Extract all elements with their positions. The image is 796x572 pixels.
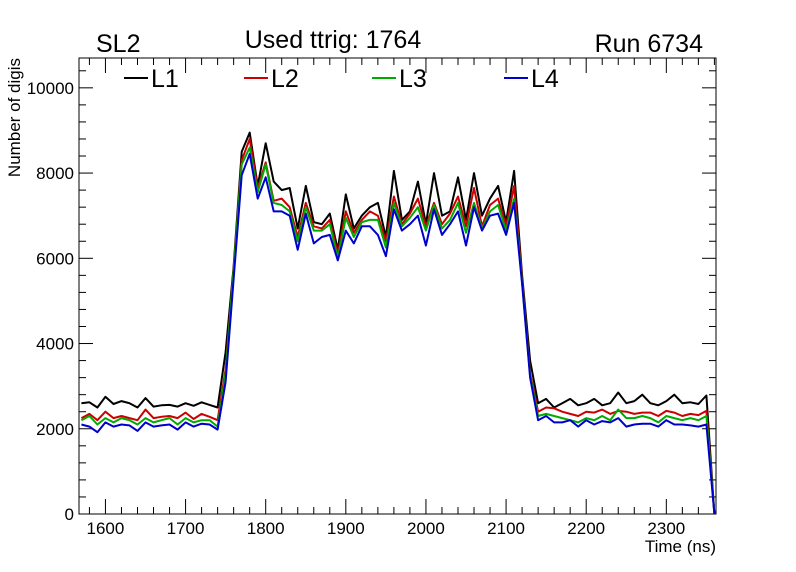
legend-label-l2: L2 <box>271 65 299 93</box>
y-tick-label: 8000 <box>36 164 74 183</box>
y-tick-label: 2000 <box>36 420 74 439</box>
y-tick-label: 4000 <box>36 335 74 354</box>
y-tick-label: 6000 <box>36 249 74 268</box>
y-tick-label: 10000 <box>27 79 74 98</box>
series-layer <box>80 131 716 515</box>
x-tick-label: 1800 <box>247 519 285 538</box>
y-tick-label: 0 <box>65 505 74 524</box>
x-tick-label: 2200 <box>567 519 605 538</box>
y-axis-label: Number of digis <box>5 58 24 177</box>
legend-label-l1: L1 <box>151 65 179 93</box>
legend: L1 L2 L3 L4 <box>124 65 559 93</box>
series-line-l3 <box>80 146 716 515</box>
axes: 1600 1700 1800 1900 2000 2100 2200 2300 0 2000 400… <box>27 57 717 538</box>
x-tick-label: 1900 <box>327 519 365 538</box>
series-line-l1 <box>81 131 716 515</box>
chart-title: Used ttrig: 1764 <box>245 26 422 54</box>
legend-label-l4: L4 <box>531 65 559 93</box>
x-axis-label: Time (ns) <box>645 537 716 556</box>
legend-label-l3: L3 <box>399 65 427 93</box>
x-tick-label: 1600 <box>87 519 125 538</box>
x-tick-label: 2300 <box>647 519 685 538</box>
series-line-l4 <box>81 152 716 515</box>
plot-frame <box>78 57 717 515</box>
x-tick-label: 1700 <box>167 519 205 538</box>
chart-right-label: Run 6734 <box>595 30 704 58</box>
x-tick-label: 2000 <box>407 519 445 538</box>
x-tick-label: 2100 <box>487 519 525 538</box>
chart-left-label: SL2 <box>96 30 140 58</box>
series-line-l2 <box>80 138 716 515</box>
